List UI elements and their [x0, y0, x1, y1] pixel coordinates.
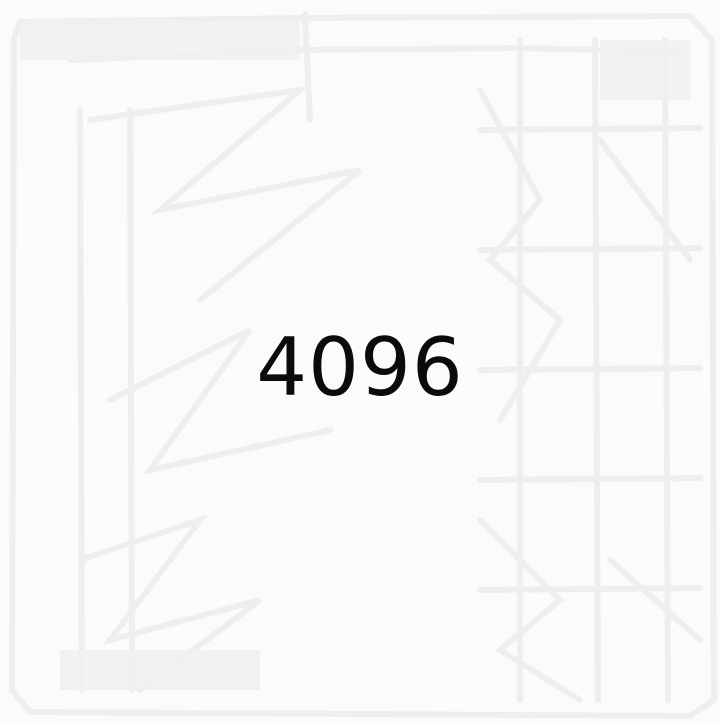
number-label: 4096 [256, 321, 464, 414]
